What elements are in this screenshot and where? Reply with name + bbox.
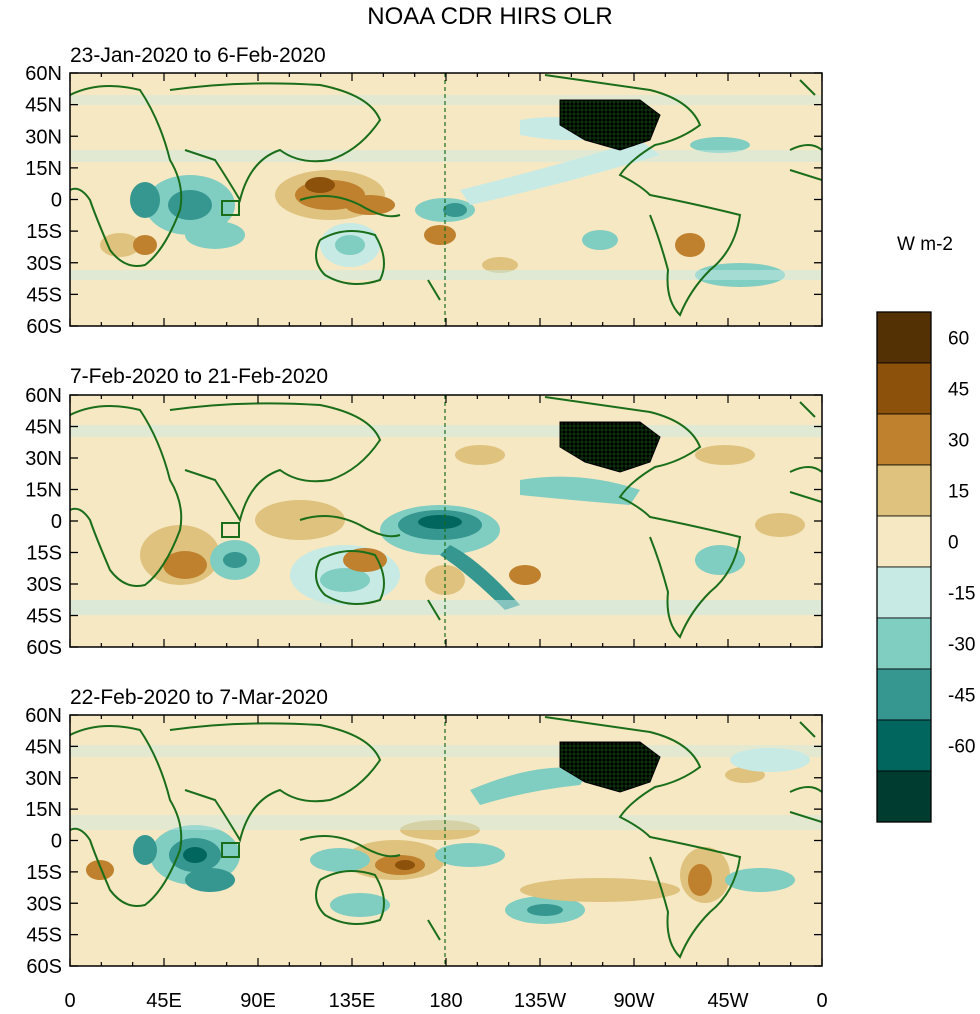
lat-tick-label: 45N	[25, 417, 62, 439]
lat-tick-label: 60S	[26, 637, 62, 659]
lat-tick-label: 60N	[25, 705, 62, 727]
lat-tick-label: 30N	[25, 126, 62, 148]
lat-tick-label: 30N	[25, 768, 62, 790]
lat-tick-label: 30S	[26, 574, 62, 596]
longitude-axis: 0 45E 90E 135E 180 135W 90W 45W 0	[64, 990, 827, 1012]
colorbar-swatch	[876, 413, 932, 466]
colorbar-frame	[876, 311, 932, 823]
lon-tick-label: 135E	[329, 990, 376, 1012]
lat-tick-label: 15S	[26, 862, 62, 884]
lon-tick-label: 135W	[514, 990, 566, 1012]
lat-tick-label: 45S	[26, 606, 62, 628]
lat-tick-label: 45S	[26, 925, 62, 947]
lat-tick-label: 15N	[25, 480, 62, 502]
map-panel-3: 22-Feb-2020 to 7-Mar-2020	[25, 686, 827, 1012]
colorbar-label: 0	[948, 533, 959, 554]
lat-tick-label: 0	[51, 511, 62, 533]
colorbar-label: -60	[948, 737, 975, 758]
lat-tick-label: 60N	[25, 63, 62, 85]
map-panel-1: 23-Jan-2020 to 6-Feb-2020	[25, 44, 823, 338]
colorbar-label: 15	[948, 482, 969, 503]
lat-tick-label: 15N	[25, 799, 62, 821]
lat-tick-label: 45S	[26, 284, 62, 306]
colorbar-swatch	[876, 617, 932, 670]
lon-tick-label: 45E	[146, 990, 182, 1012]
lon-tick-label: 45W	[707, 990, 748, 1012]
panel-3-period: 22-Feb-2020 to 7-Mar-2020	[70, 686, 328, 709]
units-label: W m-2	[897, 234, 953, 255]
colorbar-swatch	[876, 515, 932, 568]
lon-tick-label: 90W	[613, 990, 654, 1012]
colorbar-swatch	[876, 668, 932, 721]
lat-tick-label: 15S	[26, 543, 62, 565]
map-panel-2: 7-Feb-2020 to 21-Feb-2020	[25, 365, 823, 659]
colorbar-swatch	[876, 464, 932, 517]
panel-1-period: 23-Jan-2020 to 6-Feb-2020	[70, 44, 326, 67]
colorbar-swatch	[876, 362, 932, 415]
colorbar-label: 60	[948, 329, 969, 350]
colorbar-label: -30	[948, 635, 975, 656]
lat-tick-label: 30S	[26, 893, 62, 915]
lat-tick-label: 0	[51, 831, 62, 853]
panel-2-period: 7-Feb-2020 to 21-Feb-2020	[70, 365, 328, 388]
lat-tick-label: 30N	[25, 448, 62, 470]
colorbar-swatch	[876, 566, 932, 619]
lat-tick-label: 60S	[26, 316, 62, 338]
lon-tick-label: 180	[429, 990, 462, 1012]
lat-tick-label: 30S	[26, 253, 62, 275]
colorbar-label: -15	[948, 584, 975, 605]
colorbar-label: 30	[948, 431, 969, 452]
lat-tick-label: 15S	[26, 221, 62, 243]
colorbar-label: 45	[948, 380, 969, 401]
lon-tick-label: 0	[816, 990, 827, 1012]
colorbar-swatch	[876, 719, 932, 772]
lat-tick-label: 60N	[25, 385, 62, 407]
colorbar-swatch	[876, 311, 932, 364]
lon-tick-label: 0	[64, 990, 75, 1012]
figure-title: NOAA CDR HIRS OLR	[367, 3, 612, 30]
colorbar: 60 45 30 15 0 -15 -30 -45 -60	[876, 311, 975, 823]
lat-tick-label: 0	[51, 190, 62, 212]
colorbar-swatch	[876, 770, 932, 823]
lon-tick-label: 90E	[240, 990, 276, 1012]
lat-tick-label: 45N	[25, 736, 62, 758]
lat-tick-label: 15N	[25, 158, 62, 180]
lat-tick-label: 45N	[25, 95, 62, 117]
lat-tick-label: 60S	[26, 956, 62, 978]
colorbar-label: -45	[948, 686, 975, 707]
